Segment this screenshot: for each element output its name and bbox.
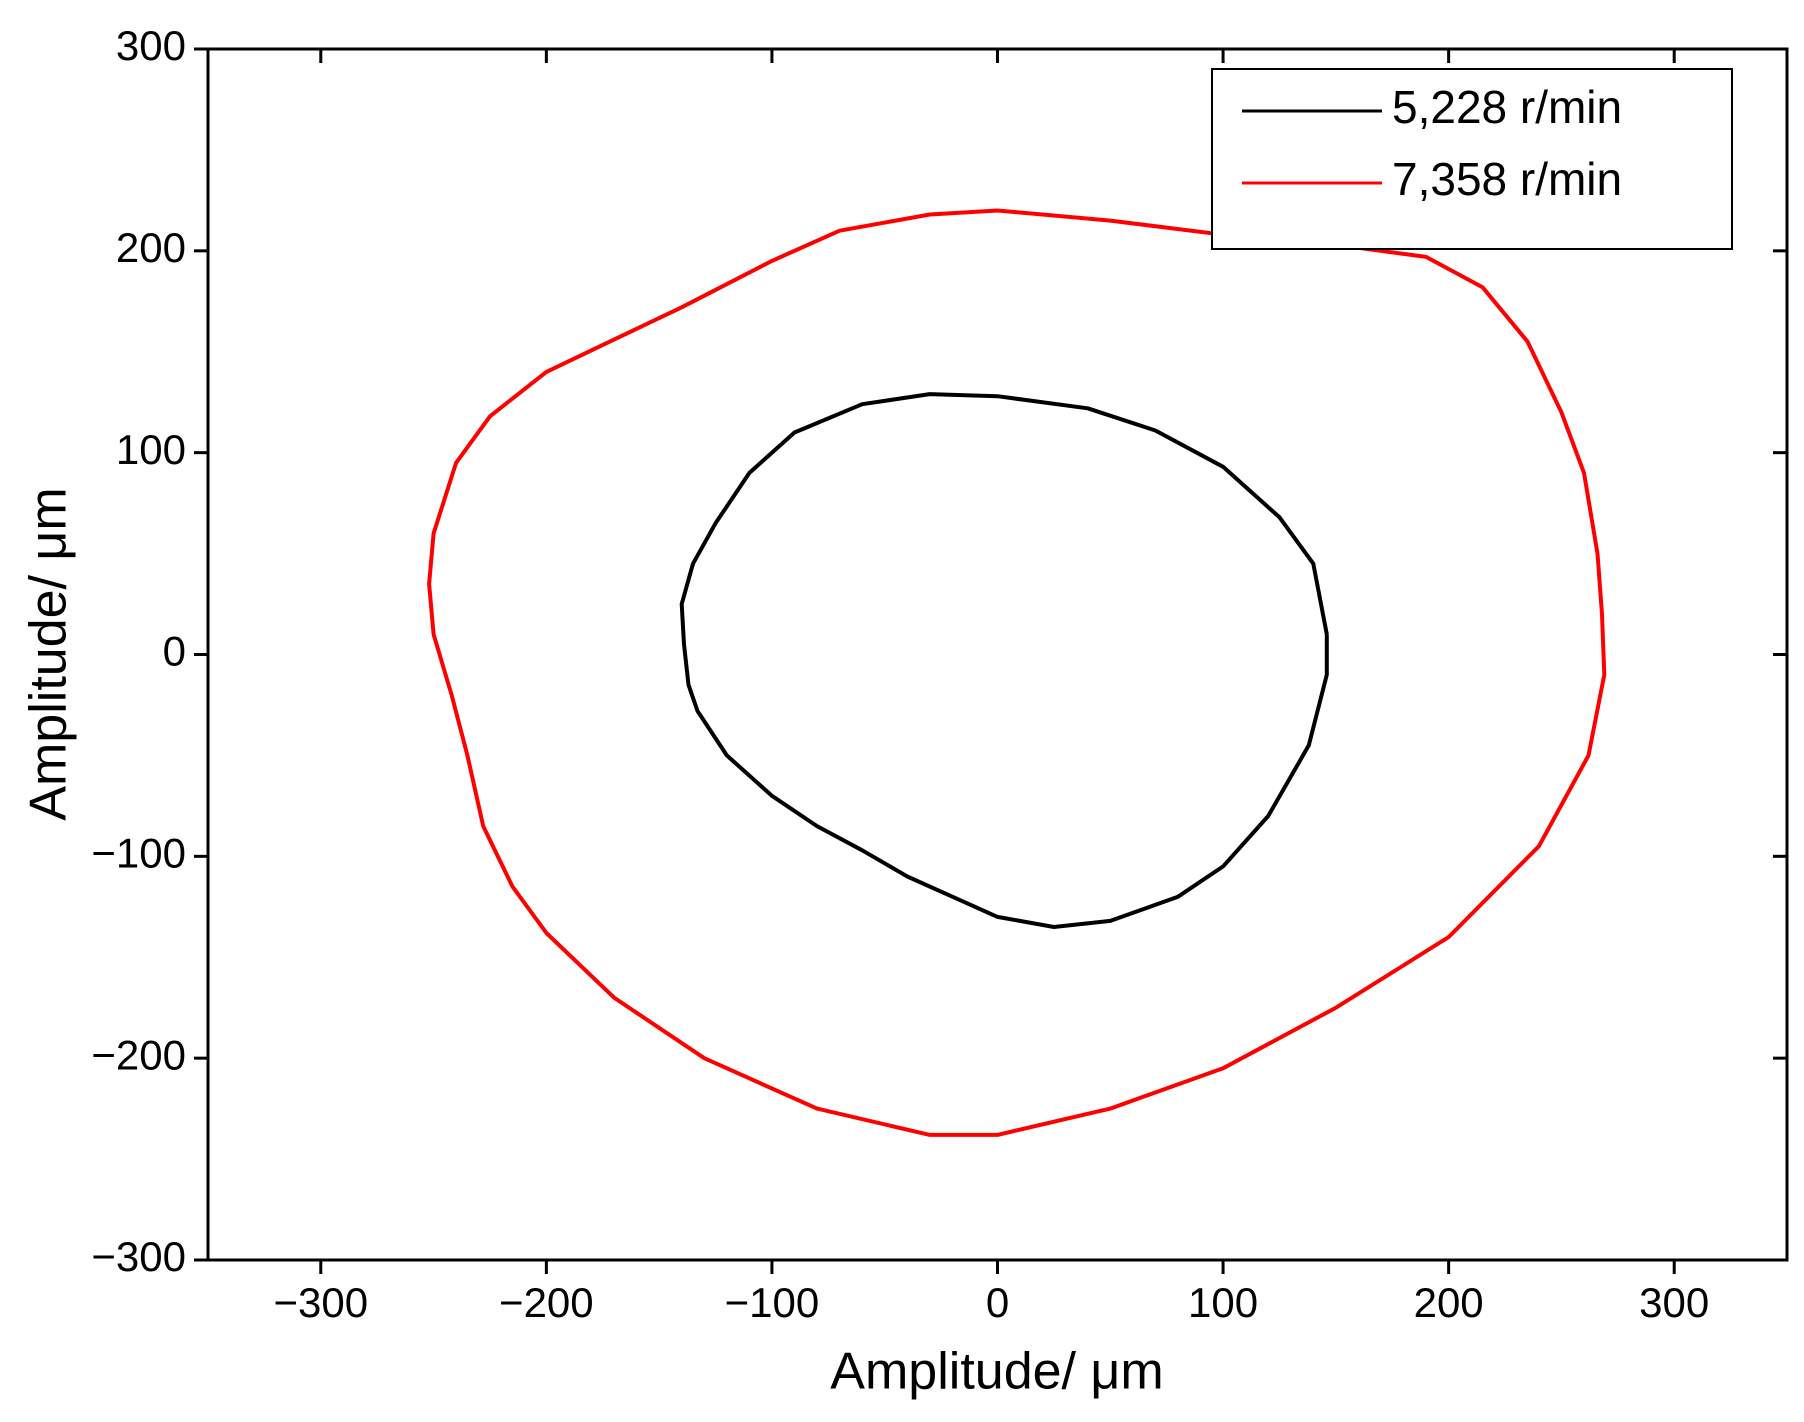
- x-tick-label: −100: [725, 1279, 820, 1326]
- x-tick-label: 0: [986, 1279, 1009, 1326]
- y-tick-label: −200: [91, 1031, 186, 1078]
- y-tick-label: 200: [116, 224, 186, 271]
- plot-frame: [206, 47, 1789, 1262]
- x-tick-label: 100: [1188, 1279, 1258, 1326]
- series-line: [679, 392, 1329, 929]
- legend-label: 7,358 r/min: [1392, 153, 1622, 205]
- series-line: [427, 208, 1607, 1137]
- x-tick-label: −200: [499, 1279, 594, 1326]
- y-tick-label: −100: [91, 829, 186, 876]
- y-tick-label: 0: [163, 628, 186, 675]
- x-tick-label: −300: [273, 1279, 368, 1326]
- x-tick-label: 200: [1414, 1279, 1484, 1326]
- legend-box: [1211, 68, 1733, 250]
- y-tick-label: −300: [91, 1233, 186, 1280]
- y-tick-label: 100: [116, 426, 186, 473]
- y-axis-label: Amplitude/ μm: [20, 487, 78, 820]
- y-tick-label: 300: [116, 22, 186, 69]
- legend-label: 5,228 r/min: [1392, 81, 1622, 133]
- x-axis-label: Amplitude/ μm: [830, 1343, 1163, 1401]
- x-tick-label: 300: [1639, 1279, 1709, 1326]
